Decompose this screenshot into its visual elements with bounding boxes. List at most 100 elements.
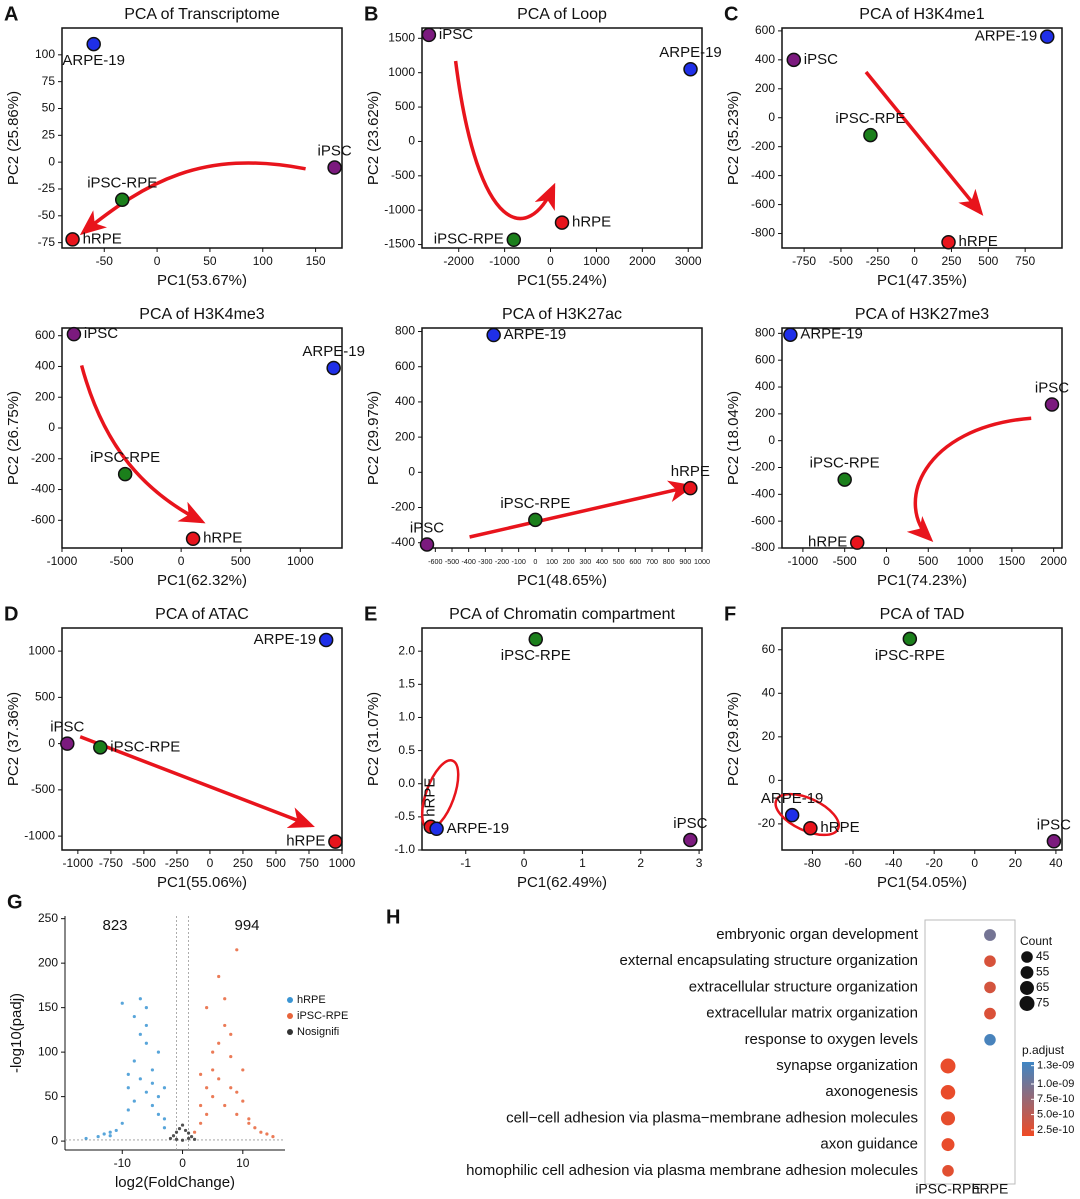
point	[120, 1121, 124, 1125]
dot	[941, 1138, 955, 1152]
x-tick-label: 3	[696, 856, 703, 870]
y-tick-label: 600	[35, 328, 55, 342]
point	[1046, 834, 1062, 849]
plot-frame	[421, 627, 703, 851]
x-tick-label: 100	[546, 558, 558, 566]
y-tick-label: -75	[38, 235, 56, 249]
y-tick-label: 50	[45, 1089, 59, 1103]
x-tick-label: -500	[132, 856, 156, 870]
y-tick-label: -20	[758, 816, 776, 830]
x-tick-label: -500	[110, 554, 134, 568]
x-tick-label: 1000	[957, 554, 984, 568]
point-label: iPSC	[50, 719, 84, 736]
trajectory-arrow	[906, 416, 1032, 542]
y-tick-label: 200	[395, 429, 415, 443]
size-legend-dot	[1020, 966, 1034, 979]
scatter-panel: G-10 0 10050100150200250log2(FoldChange)-l…	[7, 891, 348, 1191]
point	[156, 1095, 161, 1099]
point	[247, 1117, 251, 1121]
point	[108, 1130, 112, 1134]
point	[683, 832, 698, 848]
plot-frame	[781, 327, 1063, 549]
x-tick-label: 750	[1015, 254, 1035, 268]
point	[235, 1112, 239, 1117]
x-tick-label: 2000	[1040, 554, 1067, 568]
term-label: axon guidance	[820, 1136, 918, 1153]
point	[217, 974, 221, 979]
x-tick-label: iPSC-RPE	[915, 1181, 980, 1197]
point	[185, 531, 201, 547]
colorbar-label: 7.5e-10	[1037, 1093, 1074, 1105]
panel-letter: C	[724, 3, 738, 25]
point	[863, 127, 878, 143]
y-tick-label: 0	[408, 134, 415, 148]
scatter-panel: PCA of Transcriptome A -50 0 50 100 150 -75 -50 -…	[4, 3, 352, 289]
y-tick-label: 1000	[28, 643, 55, 657]
point-label: hRPE	[286, 833, 325, 850]
scatter-panel: PCA of H3K4me1 C -750 -500 -250 0 250 500 750 -80…	[724, 3, 1063, 289]
point-label: iPSC-RPE	[501, 647, 571, 664]
point	[683, 480, 698, 496]
point	[211, 1050, 215, 1054]
point	[217, 1041, 221, 1045]
term-label: extracellular matrix organization	[706, 1005, 918, 1022]
point-label: iPSC	[673, 815, 707, 832]
x-tick-label: 250	[233, 856, 253, 870]
y-tick-label: -200	[751, 460, 775, 474]
point	[156, 1050, 161, 1054]
point	[120, 1001, 124, 1005]
y-tick-label: 0	[48, 736, 55, 750]
x-tick-label: -80	[804, 856, 822, 870]
plot-frame	[421, 27, 703, 249]
y-tick-label: -50	[38, 208, 56, 222]
y-tick-label: 600	[755, 352, 775, 366]
point-label: hRPE	[422, 778, 439, 817]
dot	[984, 1034, 996, 1046]
point-label: hRPE	[808, 534, 847, 551]
x-tick-label: 700	[646, 558, 658, 566]
y-tick-label: 40	[762, 685, 776, 699]
point-label: iPSC	[318, 142, 352, 159]
point	[144, 1041, 148, 1045]
annotation: 823	[102, 917, 127, 934]
point	[126, 1072, 130, 1076]
point	[108, 1134, 112, 1138]
trajectory-arrow	[469, 480, 695, 539]
y-tick-label: 150	[38, 1000, 58, 1014]
color-legend-title: p.adjust	[1022, 1043, 1065, 1057]
x-tick-label: 500	[613, 558, 625, 566]
point	[132, 1059, 136, 1063]
point	[174, 1130, 179, 1134]
y-tick-label: 0	[768, 773, 775, 787]
chart-title: PCA of Chromatin compartment	[449, 606, 675, 623]
point	[786, 52, 802, 68]
dot	[940, 1058, 956, 1074]
point-label: hRPE	[83, 230, 122, 247]
point-label: iPSC-RPE	[87, 175, 157, 192]
point	[554, 215, 570, 230]
point	[84, 1136, 88, 1141]
annotation: 994	[234, 917, 259, 934]
x-tick-label: 10	[236, 1156, 250, 1170]
point	[318, 632, 334, 648]
point	[65, 232, 80, 247]
point-label: iPSC-RPE	[835, 110, 905, 127]
y-tick-label: -25	[38, 181, 56, 195]
size-legend-label: 65	[1036, 980, 1050, 994]
point-label: ARPE-19	[659, 44, 722, 61]
point	[837, 472, 852, 487]
dot	[940, 1111, 956, 1126]
y-axis-label: PC2 (29.87%)	[725, 692, 742, 786]
point	[849, 535, 865, 550]
x-tick-label: -50	[96, 254, 114, 268]
scatter-panel: PCA of ATAC D -1000 -750 -500 -250 0 250 500 750 1…	[4, 603, 356, 891]
point-label: iPSC-RPE	[500, 495, 570, 512]
point	[162, 1117, 167, 1121]
point	[328, 834, 343, 849]
point	[102, 1132, 106, 1136]
point-label: iPSC	[1035, 379, 1069, 396]
point-label: iPSC	[84, 325, 118, 342]
y-tick-label: 50	[42, 101, 56, 115]
y-axis-label: PC2 (23.62%)	[365, 91, 382, 185]
point	[211, 1068, 215, 1072]
